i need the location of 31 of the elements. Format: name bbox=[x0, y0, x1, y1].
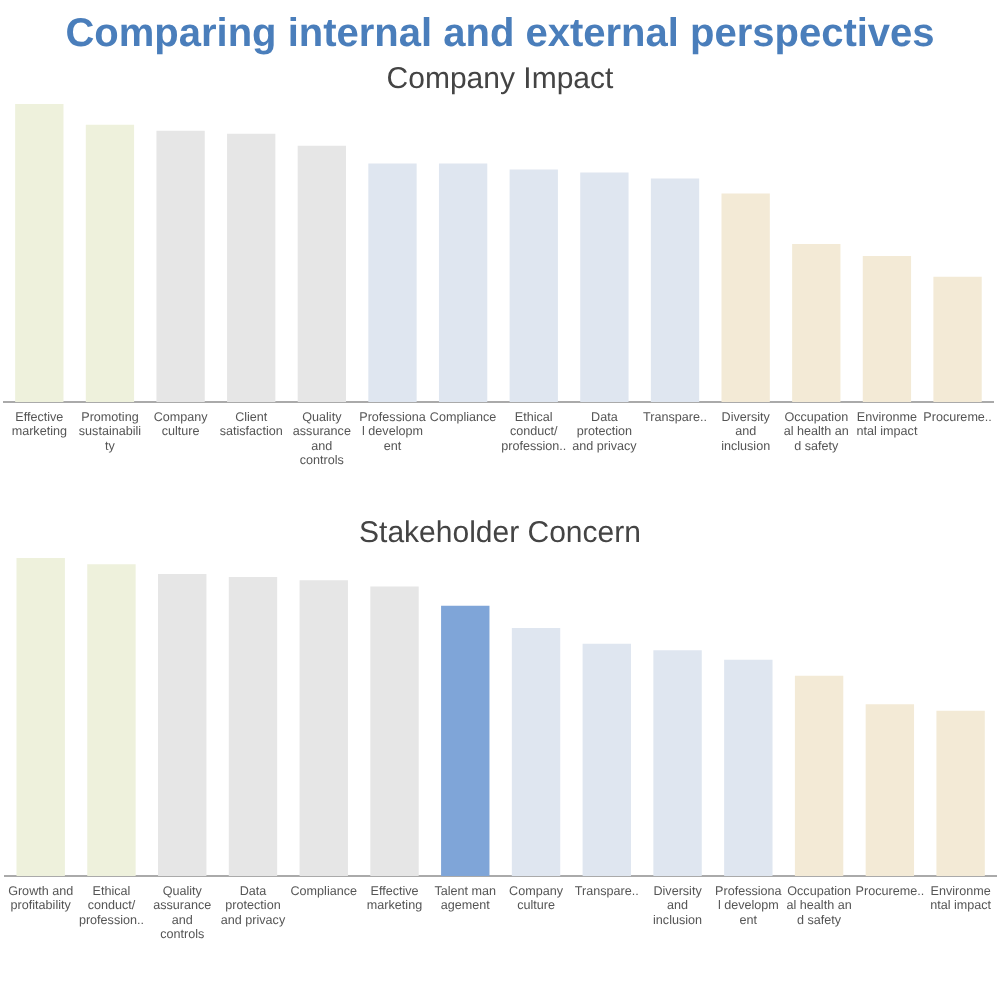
bar bbox=[15, 104, 64, 403]
bar bbox=[368, 163, 417, 403]
bar bbox=[441, 605, 490, 877]
bar bbox=[297, 145, 347, 403]
bar bbox=[511, 627, 561, 877]
bar bbox=[156, 130, 205, 403]
chart-subtitle: Company Impact bbox=[384, 62, 616, 96]
chart-title: Stakeholder Concern bbox=[357, 516, 643, 550]
bar bbox=[509, 169, 558, 403]
bar bbox=[933, 276, 982, 403]
bar bbox=[87, 564, 136, 877]
bar bbox=[580, 172, 629, 403]
bar bbox=[724, 659, 773, 877]
bar bbox=[370, 586, 419, 877]
chart-title: Comparing internal and external perspectives bbox=[63, 12, 937, 58]
bar bbox=[438, 163, 488, 403]
bar bbox=[721, 193, 770, 403]
bar bbox=[865, 704, 915, 877]
bar bbox=[299, 580, 348, 877]
bar bbox=[582, 643, 631, 877]
bar bbox=[85, 124, 135, 403]
bar bbox=[936, 710, 985, 877]
bar bbox=[653, 650, 702, 877]
bar bbox=[158, 573, 207, 877]
bar bbox=[792, 244, 841, 403]
bar bbox=[794, 675, 844, 877]
bar bbox=[228, 577, 278, 877]
bar bbox=[650, 178, 700, 403]
bar bbox=[16, 558, 65, 877]
bar bbox=[227, 133, 276, 403]
bar bbox=[862, 256, 912, 403]
